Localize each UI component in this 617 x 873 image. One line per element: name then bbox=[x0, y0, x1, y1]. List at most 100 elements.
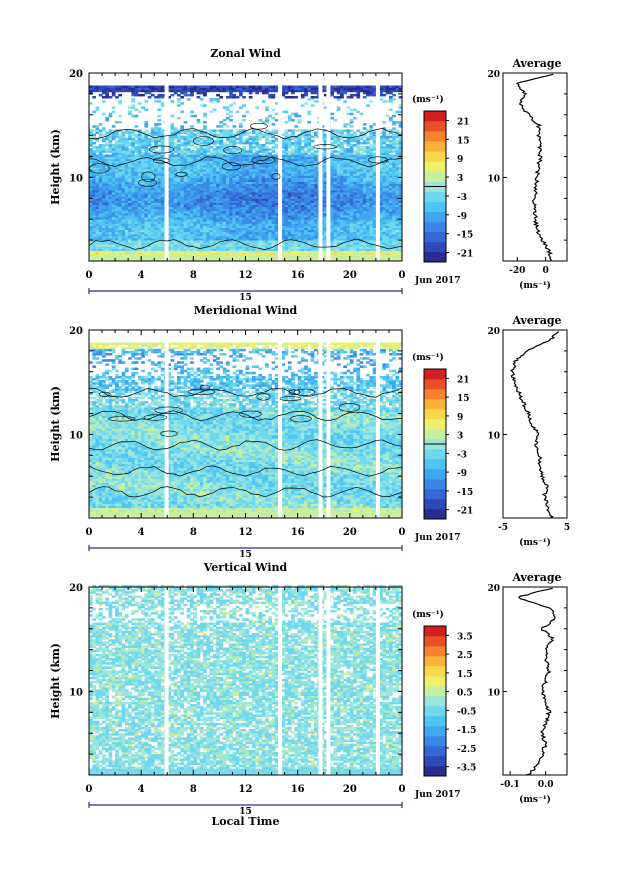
heatmap-cell bbox=[216, 164, 220, 168]
heatmap-cell bbox=[284, 164, 289, 168]
heatmap-cell bbox=[115, 152, 119, 155]
heatmap-cell bbox=[252, 137, 256, 141]
heatmap-cell bbox=[196, 154, 201, 157]
heatmap-cell bbox=[235, 217, 240, 220]
heatmap-cell bbox=[206, 169, 211, 172]
heatmap-cell bbox=[206, 171, 211, 174]
heatmap-cell bbox=[137, 162, 142, 166]
heatmap-cell bbox=[193, 238, 197, 241]
heatmap-cell bbox=[170, 179, 175, 182]
heatmap-cell bbox=[134, 139, 139, 143]
heatmap-cell bbox=[160, 162, 165, 166]
heatmap-cell bbox=[297, 85, 302, 88]
heatmap-cell bbox=[216, 139, 220, 143]
heatmap-cell bbox=[212, 108, 217, 111]
heatmap-cell bbox=[242, 87, 246, 91]
heatmap-cell bbox=[255, 139, 259, 143]
heatmap-cell bbox=[333, 242, 338, 245]
heatmap-cell bbox=[232, 252, 237, 256]
heatmap-cell bbox=[92, 133, 96, 137]
heatmap-cell bbox=[300, 198, 305, 201]
heatmap-cell bbox=[229, 181, 233, 185]
heatmap-cell bbox=[300, 192, 305, 195]
heatmap-cell bbox=[141, 248, 145, 251]
heatmap-cell bbox=[261, 135, 266, 139]
heatmap-cell bbox=[239, 141, 243, 145]
heatmap-cell bbox=[255, 173, 259, 176]
heatmap-cell bbox=[115, 198, 119, 201]
heatmap-cell bbox=[183, 206, 188, 210]
heatmap-cell bbox=[235, 215, 240, 218]
heatmap-cell bbox=[307, 158, 312, 162]
heatmap-cell bbox=[232, 187, 237, 191]
heatmap-cell bbox=[225, 221, 230, 224]
heatmap-cell bbox=[128, 229, 132, 233]
heatmap-cell bbox=[222, 219, 227, 222]
heatmap-cell bbox=[190, 204, 194, 208]
heatmap-cell bbox=[209, 208, 214, 212]
heatmap-cell bbox=[170, 162, 175, 166]
heatmap-cell bbox=[137, 190, 142, 193]
heatmap-cell bbox=[102, 167, 106, 170]
heatmap-cell bbox=[229, 227, 233, 231]
heatmap-cell bbox=[261, 179, 266, 182]
heatmap-cell bbox=[92, 185, 96, 189]
heatmap-cell bbox=[193, 175, 197, 178]
heatmap-cell bbox=[137, 177, 142, 180]
heatmap-cell bbox=[330, 91, 334, 95]
heatmap-cell bbox=[98, 158, 103, 162]
heatmap-cell bbox=[216, 190, 220, 193]
heatmap-cell bbox=[294, 171, 299, 174]
heatmap-cell bbox=[330, 141, 334, 145]
heatmap-cell bbox=[229, 221, 233, 224]
heatmap-cell bbox=[300, 217, 305, 220]
heatmap-cell bbox=[232, 171, 237, 174]
heatmap-cell bbox=[170, 198, 175, 201]
heatmap-cell bbox=[333, 219, 338, 222]
heatmap-cell bbox=[98, 183, 103, 187]
heatmap-cell bbox=[150, 171, 155, 174]
heatmap-cell bbox=[235, 160, 240, 164]
heatmap-cell bbox=[235, 87, 240, 91]
heatmap-cell bbox=[225, 125, 230, 128]
heatmap-cell bbox=[258, 175, 263, 178]
heatmap-cell bbox=[212, 87, 217, 91]
heatmap-cell bbox=[180, 235, 184, 239]
heatmap-cell bbox=[274, 164, 279, 168]
heatmap-cell bbox=[131, 131, 136, 134]
heatmap-cell bbox=[294, 250, 299, 254]
heatmap-cell bbox=[170, 217, 175, 220]
heatmap-cell bbox=[108, 238, 113, 241]
heatmap-cell bbox=[131, 173, 136, 176]
heatmap-cell bbox=[167, 233, 171, 237]
heatmap-cell bbox=[206, 85, 211, 88]
heatmap-cell bbox=[111, 144, 116, 147]
heatmap-cell bbox=[134, 210, 139, 214]
heatmap-cell bbox=[154, 229, 158, 233]
heatmap-cell bbox=[225, 112, 230, 116]
heatmap-cell bbox=[297, 215, 302, 218]
heatmap-cell bbox=[98, 177, 103, 180]
heatmap-cell bbox=[212, 217, 217, 220]
heatmap-cell bbox=[219, 219, 224, 222]
heatmap-cell bbox=[141, 181, 145, 185]
heatmap-cell bbox=[128, 162, 132, 166]
heatmap-cell bbox=[115, 173, 119, 176]
heatmap-cell bbox=[144, 210, 149, 214]
heatmap-cell bbox=[304, 206, 308, 210]
heatmap-cell bbox=[190, 231, 194, 235]
heatmap-cell bbox=[183, 177, 188, 180]
heatmap-cell bbox=[199, 204, 204, 208]
heatmap-cell bbox=[248, 181, 253, 185]
heatmap-cell bbox=[118, 240, 122, 243]
heatmap-cell bbox=[121, 154, 126, 157]
heatmap-cell bbox=[177, 217, 181, 220]
heatmap-cell bbox=[89, 223, 93, 226]
heatmap-cell bbox=[137, 192, 142, 195]
heatmap-cell bbox=[294, 192, 299, 195]
heatmap-cell bbox=[131, 91, 136, 95]
heatmap-cell bbox=[128, 233, 132, 237]
heatmap-cell bbox=[193, 183, 197, 187]
heatmap-cell bbox=[284, 177, 289, 180]
heatmap-cell bbox=[98, 131, 103, 134]
